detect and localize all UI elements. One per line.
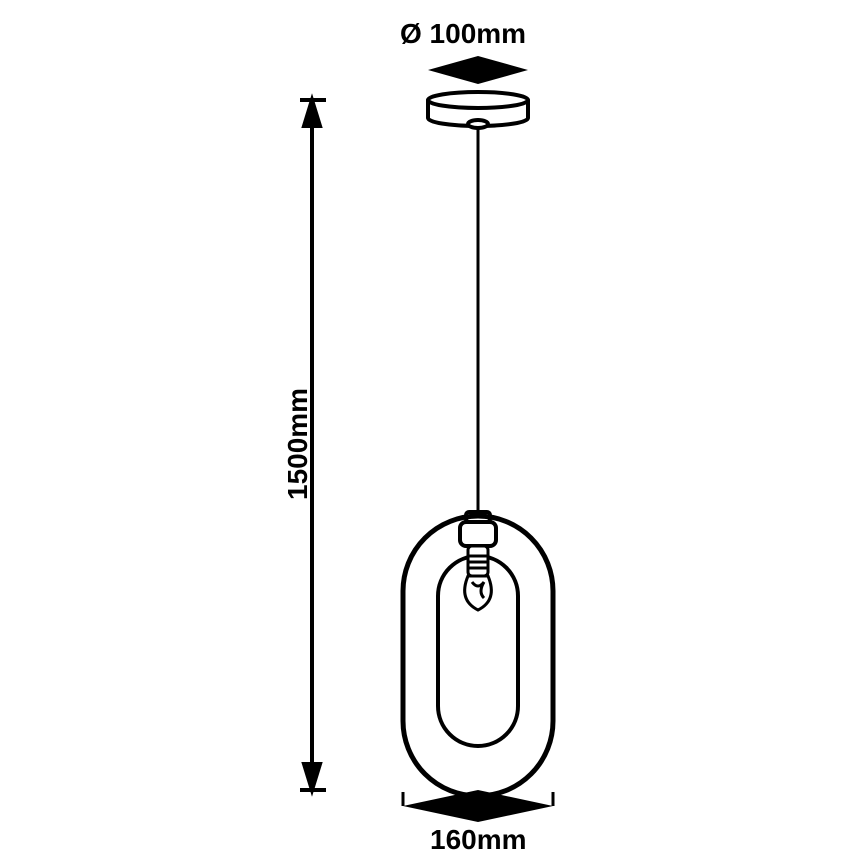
fixture-width-label: 160mm [430,824,527,856]
pendant-fixture [403,512,553,796]
technical-drawing: Ø 100mm 1500mm 160mm [0,0,868,868]
fixture-width-arrow-icon [403,790,553,822]
canopy [428,92,528,128]
total-height-label: 1500mm [282,388,314,500]
drawing-svg [0,0,868,868]
canopy-diameter-label: Ø 100mm [400,18,526,50]
canopy-diameter-arrow-icon [428,56,528,84]
